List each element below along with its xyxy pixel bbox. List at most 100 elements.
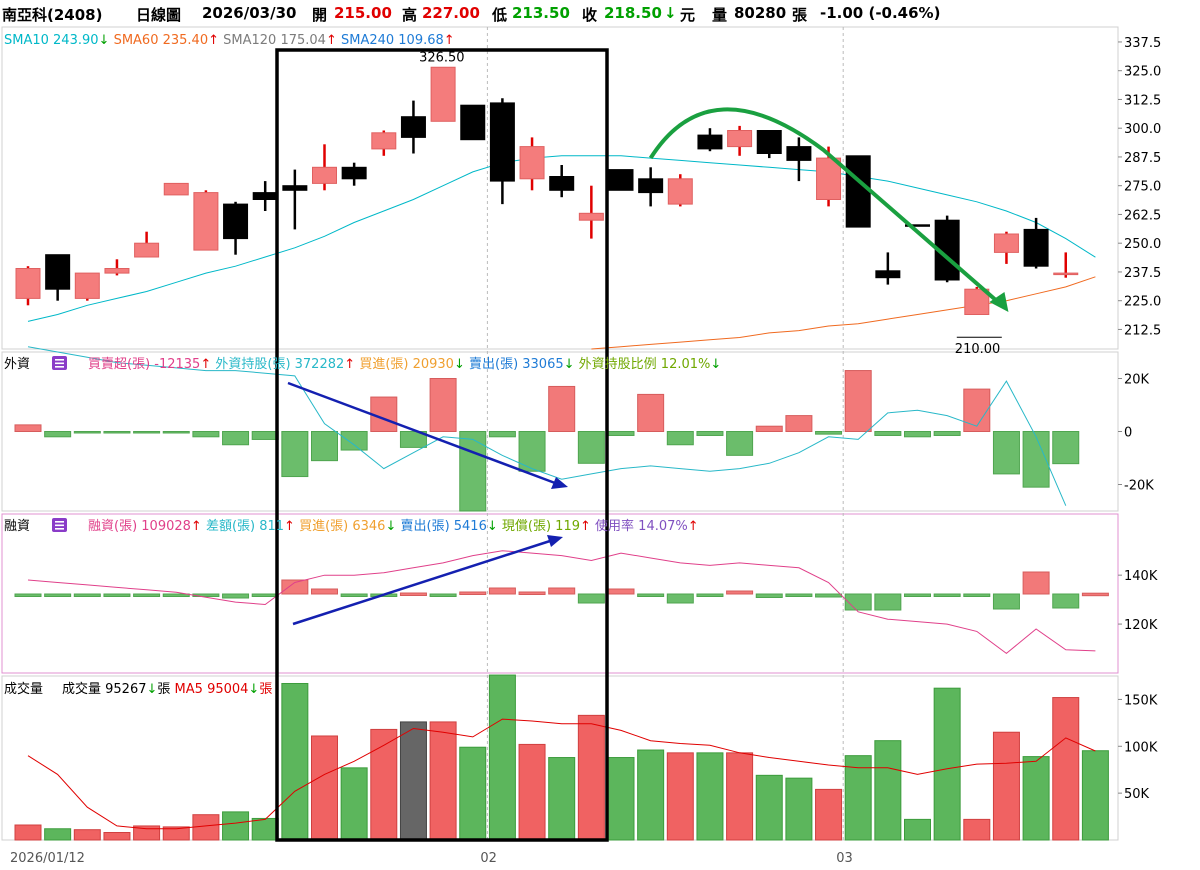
foreign-net-bar [459,431,487,512]
sma-legend-item: SMA120 175.04 [219,33,326,48]
sma-legend: SMA10 243.90↓ SMA60 235.40↑ SMA120 175.0… [4,33,455,48]
volume-bar [311,735,338,841]
foreign-net-bar [815,431,843,435]
candle-body [845,155,871,228]
volume-bar [340,767,368,841]
volume-bar [1022,756,1050,841]
foreign-legend-item: 外資持股(張) 372282 [211,357,344,372]
candle-body [667,178,693,205]
margin-diff-bar [44,593,72,597]
volume-bar [904,818,931,841]
legend-arrow-icon: ↑ [344,357,355,372]
margin-diff-bar [399,592,427,596]
margin-diff-bar [637,593,665,597]
foreign-legend-item: 買賣超(張) -12135 [88,357,200,372]
highlight-box [275,48,609,842]
candle-body [193,192,219,251]
margin-list-icon[interactable] [52,518,67,532]
sma-legend-item: SMA10 243.90 [4,33,99,48]
quote-date: 2026/03/30 [202,4,297,22]
foreign-list-icon[interactable] [52,356,67,370]
candle-body [786,146,812,161]
candle-body [341,166,367,180]
margin-balance-line [27,550,1096,655]
volume-bar [696,752,724,841]
foreign-net-bar [14,424,42,432]
price-tick-label: 287.5 [1124,151,1161,166]
foreign-legend-item: 外資持股比例 12.01% [575,357,711,372]
close-arrow-icon: ↓ [664,4,677,22]
volume-bar [251,817,279,841]
candle-body [400,116,426,138]
volume-bar [222,811,250,841]
price-tick-label: 300.0 [1124,122,1161,137]
price-tick-label: 225.0 [1124,295,1161,310]
volume-bar [992,731,1020,841]
margin-diff-bar [904,593,931,597]
margin-diff-bar [755,593,783,598]
margin-diff-bar [340,593,368,597]
price-tick-label: 237.5 [1124,266,1161,281]
margin-diff-bar [666,593,694,604]
foreign-net-bar [933,431,961,436]
margin-diff-bar [429,593,457,597]
foreign-net-bar [370,396,398,432]
volume-legend-item: MA5 95004 [170,682,248,697]
margin-diff-bar [963,593,991,597]
legend-arrow-icon: ↓ [454,357,465,372]
foreign-holding-line [27,346,1067,506]
volume-bar [518,743,546,841]
candle-body [697,134,723,150]
margin-legend-item: 融資(張) 109028 [88,519,191,534]
volume-bar [103,832,131,841]
margin-diff-bar [785,593,813,597]
candle-body [1053,272,1079,276]
foreign-net-bar [340,431,368,451]
margin-diff-bar [459,591,487,595]
candle-body [964,288,990,316]
legend-arrow-icon: ↓ [710,357,721,372]
foreign-legend-item: 買進(張) 20930 [355,357,454,372]
margin-legend-item: 差額(張) 811 [202,519,284,534]
volume-panel-title: 成交量 [4,681,43,697]
foreign-net-bar [696,431,724,436]
low-label: 低 [492,6,508,24]
margin-legend-item: 買進(張) 6346 [295,519,386,534]
volume-bar [459,746,487,841]
margin-legend-item: 賣出(張) 5416 [396,519,487,534]
margin-diff-bar [162,593,190,597]
margin-diff-bar [251,593,279,597]
candle-body [74,272,100,299]
foreign-tick-label: -20K [1124,479,1154,494]
foreign-tick-label: 20K [1124,373,1150,388]
high-annotation: 326.50 [419,50,465,65]
margin-diff-bar [14,593,42,597]
low-value: 213.50 [512,4,570,22]
legend-arrow-icon: ↑ [208,33,219,48]
margin-diff-bar [1081,592,1109,597]
open-value: 215.00 [334,4,392,22]
volume-bar [666,752,694,841]
foreign-net-bar [1052,431,1080,465]
volume-bar [637,749,665,841]
foreign-net-bar [726,431,754,456]
volume-bar [726,752,754,841]
foreign-net-bar [844,370,872,432]
volume-bar [44,828,72,841]
trend-arrow-blue-up [292,539,551,626]
candle-body [816,157,842,201]
volume-bar [399,721,427,841]
foreign-net-bar [488,431,516,438]
price-tick-label: 275.0 [1124,180,1161,195]
volume-legend-item: 成交量 95267 [62,681,147,697]
close-value: 218.50 [604,4,662,22]
margin-diff-bar [874,593,902,611]
margin-legend-item: 現償(張) 119 [498,519,580,534]
open-label: 開 [312,6,328,24]
margin-diff-bar [281,579,309,595]
stock-name: 南亞科(2408) [2,6,103,24]
volume-unit: 張 [792,6,808,24]
candle-body [549,176,575,191]
foreign-net-bar [874,431,902,436]
candle-body [608,169,634,191]
